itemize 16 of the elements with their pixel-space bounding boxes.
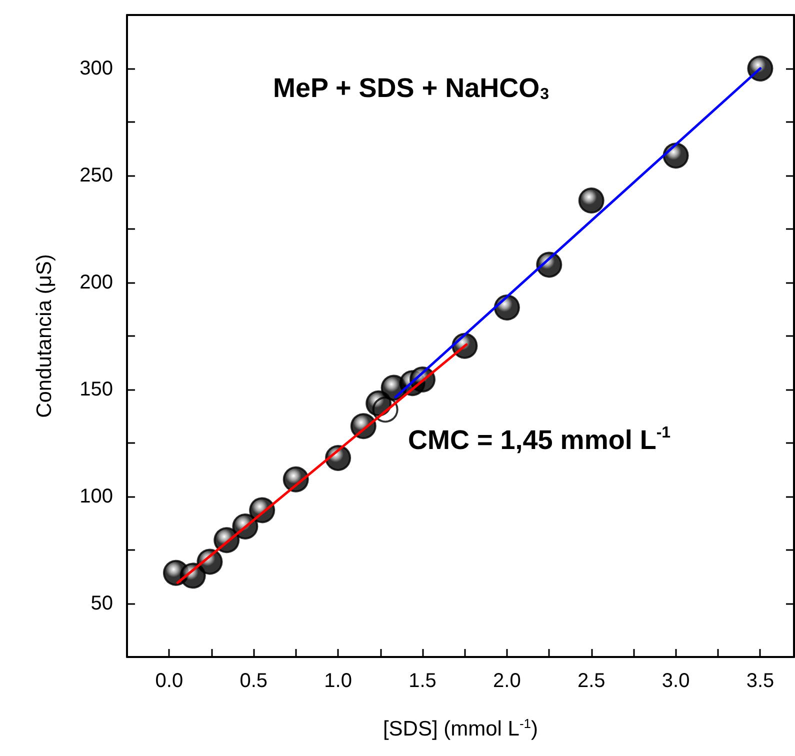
x-tick-label: 0.5: [240, 670, 268, 692]
x-tick-label: 3.0: [662, 670, 690, 692]
y-tick-label: 150: [80, 378, 113, 400]
y-tick-label: 300: [80, 58, 113, 80]
text: MeP + SDS + NaHCO3: [273, 72, 550, 103]
x-tick-label: 1.5: [408, 670, 436, 692]
x-tick-label: 0.0: [155, 670, 184, 692]
y-tick-label: 200: [80, 272, 113, 294]
x-tick-label: 1.0: [324, 670, 352, 692]
y-tick-label: 100: [80, 486, 113, 508]
y-tick-label: 50: [90, 592, 113, 614]
y-axis-title: Condutancia (μS): [33, 254, 56, 418]
y-tick-label: 250: [80, 164, 113, 186]
x-tick-label: 2.0: [493, 670, 521, 692]
x-tick-label: 3.5: [746, 670, 774, 692]
x-tick-label: 2.5: [577, 670, 606, 692]
